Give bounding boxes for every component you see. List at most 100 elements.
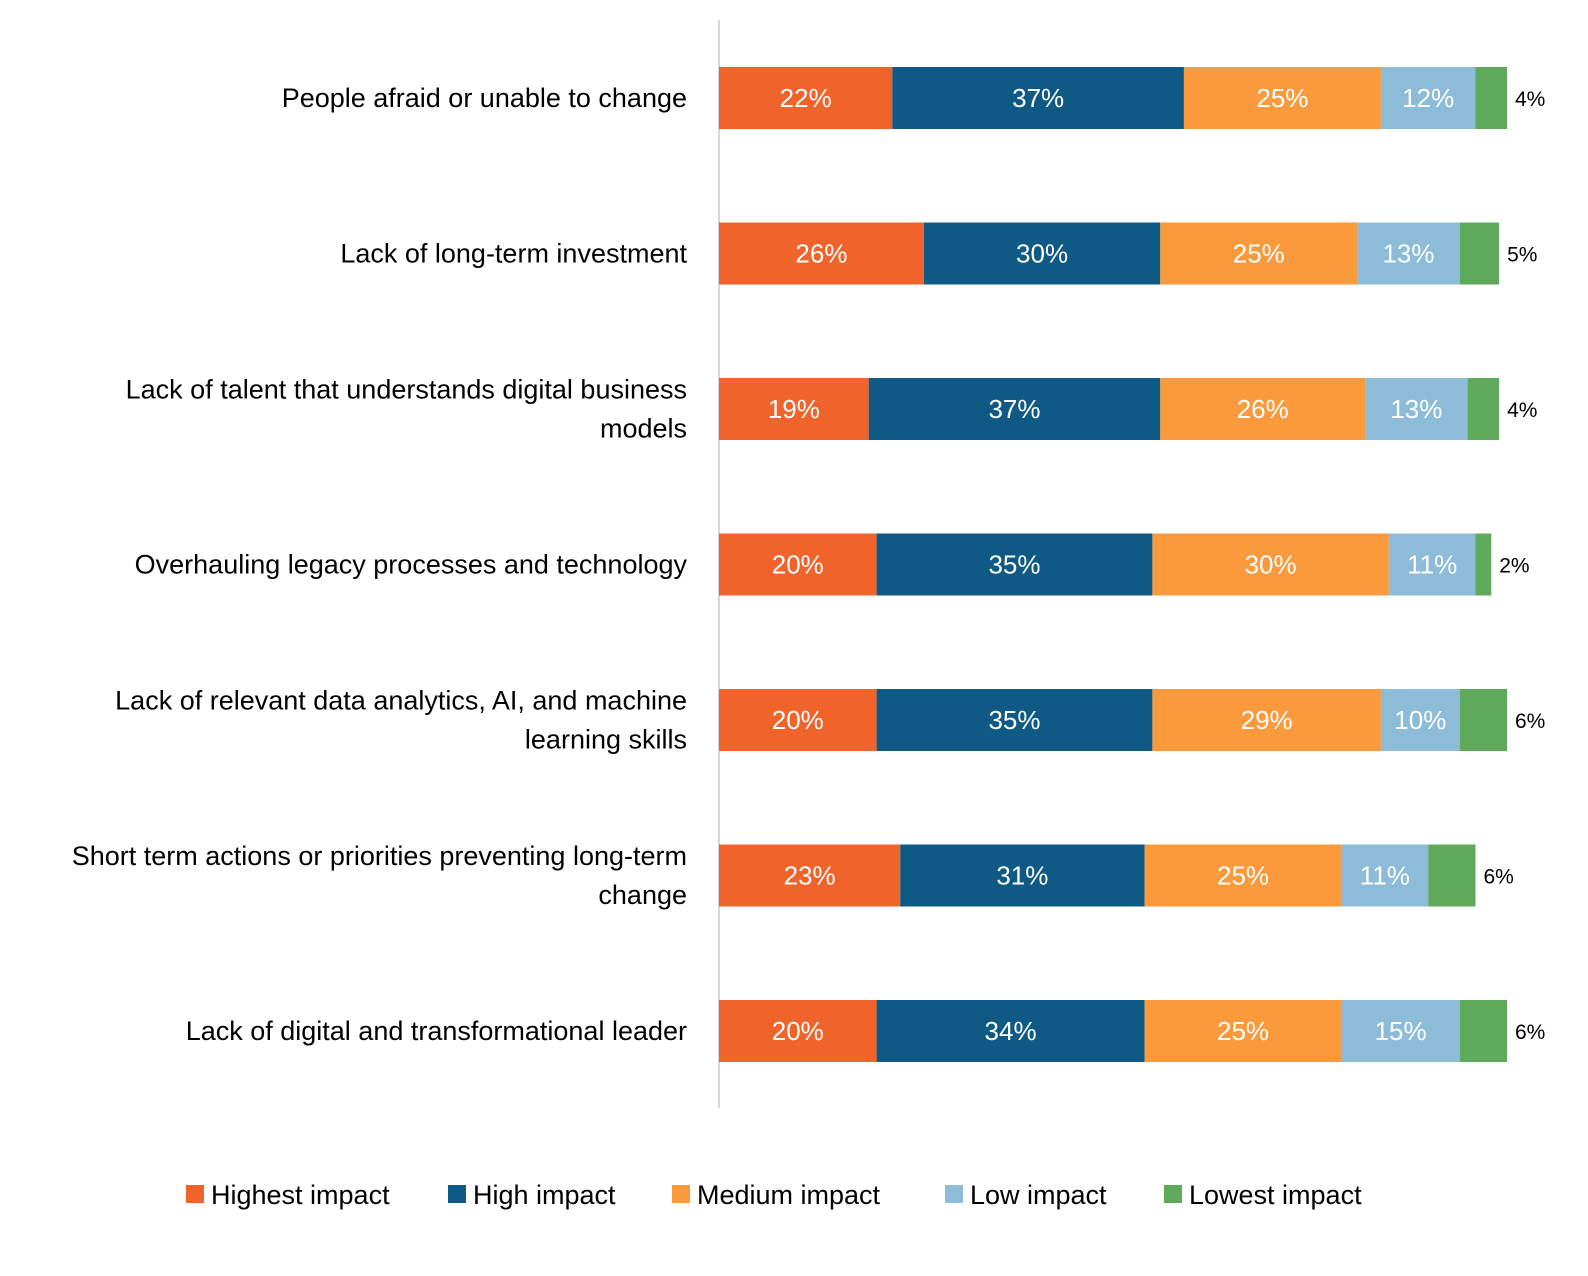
data-label: 30% — [1016, 239, 1068, 269]
data-label: 6% — [1483, 866, 1513, 889]
bar-segment — [1459, 222, 1500, 285]
legend-swatch — [672, 1185, 690, 1203]
data-label: 20% — [772, 550, 824, 580]
bar-segment — [719, 67, 893, 129]
bar-segment — [876, 689, 1153, 751]
legend: Highest impact High impact Medium impact Lo… — [186, 1180, 1362, 1210]
bar-segment — [1160, 378, 1366, 440]
bar-segment — [1428, 844, 1476, 907]
bar-segment — [1388, 533, 1476, 596]
bar-segment — [1459, 1000, 1507, 1062]
data-label: 6% — [1515, 710, 1545, 733]
legend-item: High impact — [448, 1180, 616, 1210]
bar-segment — [1459, 689, 1507, 751]
data-label: 25% — [1217, 861, 1269, 891]
data-label: 35% — [988, 550, 1040, 580]
bar-segment — [1380, 689, 1460, 751]
legend-swatch — [1164, 1185, 1182, 1203]
bar-segment — [719, 533, 877, 596]
data-label: 31% — [996, 861, 1048, 891]
data-label: 11% — [1360, 861, 1410, 891]
data-label: 25% — [1233, 239, 1285, 269]
legend-swatch — [186, 1185, 204, 1203]
bar-segment — [1467, 378, 1500, 440]
bar-segment — [1183, 67, 1381, 129]
category-label-line: Lack of talent that understands digital … — [126, 375, 687, 405]
data-label: 20% — [772, 1016, 824, 1046]
bar-segment — [1160, 222, 1358, 285]
data-label: 20% — [772, 705, 824, 735]
data-label: 23% — [784, 861, 836, 891]
bar-segment — [1152, 689, 1381, 751]
bar-segment — [876, 1000, 1145, 1062]
data-label: 37% — [1012, 83, 1064, 113]
category-label: Lack of digital and transformational lea… — [186, 1016, 687, 1046]
legend-label: High impact — [473, 1180, 616, 1210]
bar-segment — [1475, 67, 1507, 129]
bar-segment — [1152, 533, 1389, 596]
data-label: 6% — [1515, 1021, 1545, 1044]
data-label: 4% — [1507, 399, 1537, 422]
category-label-line: Lack of long-term investment — [340, 239, 687, 269]
bar-segment — [876, 533, 1153, 596]
category-label-line: Lack of relevant data analytics, AI, and… — [115, 686, 687, 716]
bar-segment — [868, 378, 1161, 440]
legend-swatch — [945, 1185, 963, 1203]
category-label: Lack of relevant data analytics, AI, and… — [115, 686, 687, 755]
bar-row: 19% 37% 26% 13% 4% — [719, 378, 1537, 440]
bar-segment — [719, 689, 877, 751]
bar-segment — [1144, 844, 1342, 907]
legend-item: Lowest impact — [1164, 1180, 1362, 1210]
bar-segment — [719, 222, 924, 285]
legend-label: Medium impact — [697, 1180, 881, 1210]
legend-item: Highest impact — [186, 1180, 390, 1210]
bars: 22% 37% 25% 12% 4% 26% 30% 25% 13% 5% 19% 37% 26% 13%… — [719, 67, 1545, 1062]
bar-row: 22% 37% 25% 12% 4% — [719, 67, 1545, 129]
bar-row: 23% 31% 25% 11% 6% — [719, 844, 1514, 907]
data-label: 4% — [1515, 88, 1545, 111]
data-label: 37% — [988, 394, 1040, 424]
data-label: 15% — [1375, 1016, 1427, 1046]
category-label-line: Overhauling legacy processes and technol… — [135, 550, 688, 580]
category-label-line: Lack of digital and transformational lea… — [186, 1016, 687, 1046]
legend-swatch — [448, 1185, 466, 1203]
legend-item: Low impact — [945, 1180, 1107, 1210]
data-label: 10% — [1394, 705, 1446, 735]
bar-segment — [1475, 533, 1492, 596]
legend-label: Low impact — [970, 1180, 1107, 1210]
data-label: 22% — [780, 83, 832, 113]
data-label: 35% — [988, 705, 1040, 735]
bar-segment — [719, 844, 901, 907]
legend-item: Medium impact — [672, 1180, 881, 1210]
category-label: Lack of long-term investment — [340, 239, 687, 269]
data-label: 5% — [1507, 244, 1537, 267]
bar-segment — [892, 67, 1184, 129]
bar-segment — [1341, 1000, 1460, 1062]
data-label: 12% — [1402, 83, 1454, 113]
category-labels: People afraid or unable to change Lack of… — [72, 83, 688, 1046]
bar-segment — [719, 1000, 877, 1062]
bar-segment — [900, 844, 1145, 907]
bar-segment — [719, 378, 869, 440]
category-label: Short term actions or priorities prevent… — [72, 841, 687, 910]
category-label-line: learning skills — [525, 725, 687, 755]
bar-segment — [1144, 1000, 1342, 1062]
data-label: 25% — [1217, 1016, 1269, 1046]
category-label: Overhauling legacy processes and technol… — [135, 550, 688, 580]
data-label: 13% — [1390, 394, 1442, 424]
bar-segment — [923, 222, 1161, 285]
data-label: 13% — [1382, 239, 1434, 269]
bar-segment — [1365, 378, 1468, 440]
legend-label: Lowest impact — [1189, 1180, 1362, 1210]
bar-row: 20% 35% 29% 10% 6% — [719, 689, 1545, 751]
bar-segment — [1357, 222, 1460, 285]
bar-row: 20% 35% 30% 11% 2% — [719, 533, 1530, 596]
category-label: Lack of talent that understands digital … — [126, 375, 687, 444]
data-label: 2% — [1499, 555, 1529, 578]
data-label: 30% — [1245, 550, 1297, 580]
data-label: 26% — [1237, 394, 1289, 424]
category-label-line: models — [600, 414, 687, 444]
data-label: 19% — [768, 394, 820, 424]
bar-row: 20% 34% 25% 15% 6% — [719, 1000, 1545, 1062]
